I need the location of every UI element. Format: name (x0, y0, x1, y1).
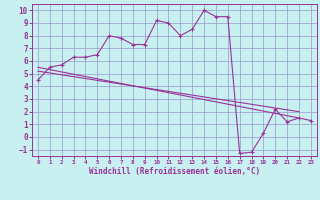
X-axis label: Windchill (Refroidissement éolien,°C): Windchill (Refroidissement éolien,°C) (89, 167, 260, 176)
